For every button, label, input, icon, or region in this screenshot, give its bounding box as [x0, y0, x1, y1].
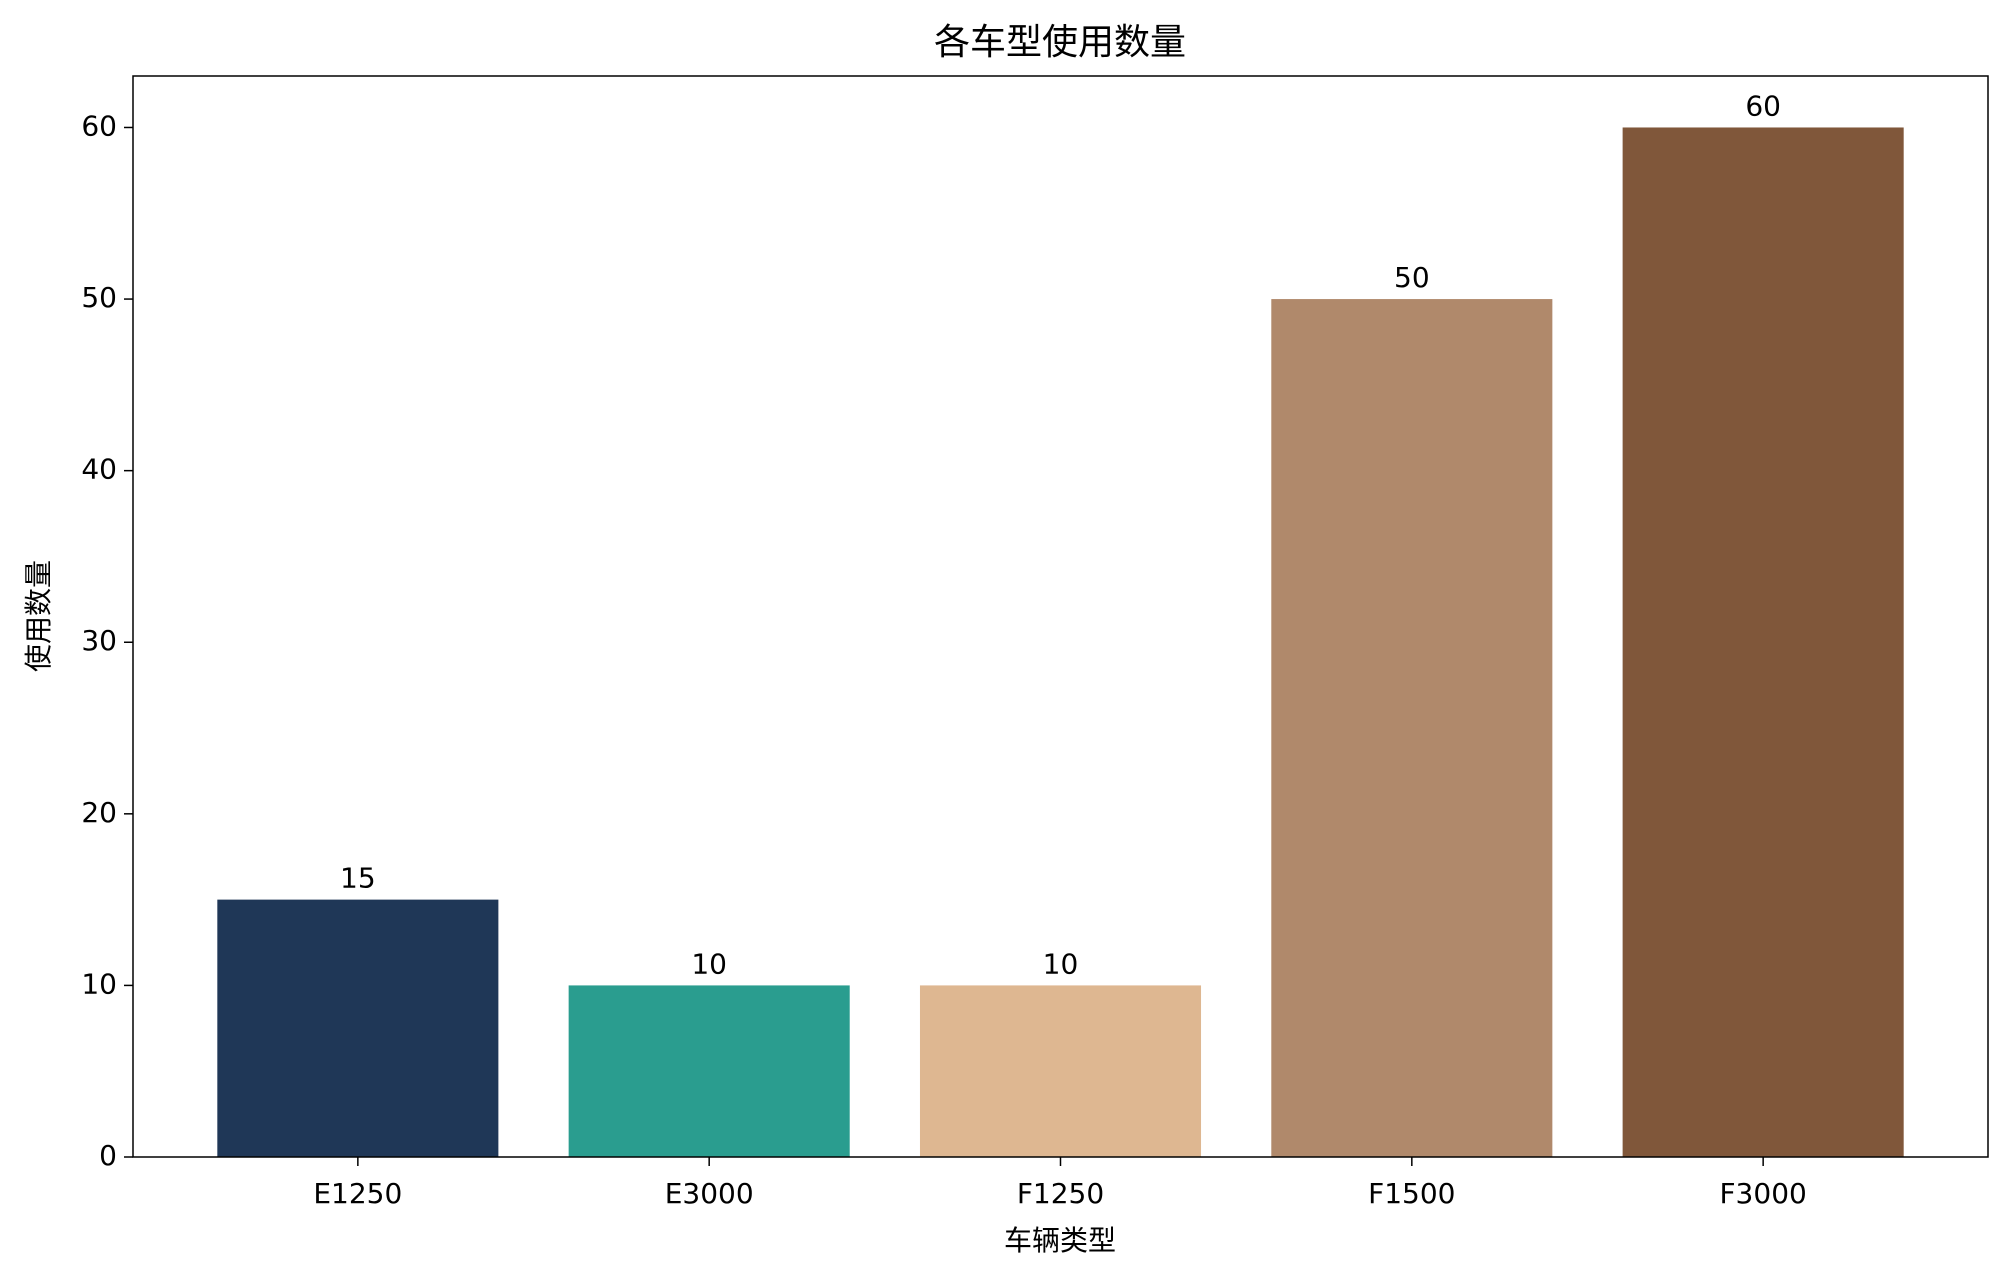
bar: [568, 985, 850, 1157]
data-label: 60: [1745, 89, 1781, 122]
x-tick-label: F3000: [1719, 1177, 1806, 1210]
bar: [919, 985, 1202, 1157]
data-label: 10: [691, 947, 727, 980]
x-tick-label: E3000: [665, 1177, 754, 1210]
y-axis-label: 使用数量: [22, 560, 55, 672]
y-tick-label: 50: [81, 281, 117, 314]
y-tick-label: 20: [81, 796, 117, 829]
y-tick-label: 0: [99, 1139, 117, 1172]
bar: [1271, 299, 1553, 1158]
bar: [217, 899, 499, 1157]
x-tick-label: F1250: [1017, 1177, 1104, 1210]
x-tick-label: E1250: [313, 1177, 402, 1210]
data-label: 10: [1043, 947, 1079, 980]
data-label: 15: [340, 862, 376, 895]
y-tick-label: 60: [81, 109, 117, 142]
chart-title: 各车型使用数量: [934, 22, 1186, 63]
y-tick-label: 30: [81, 624, 117, 657]
x-tick-label: F1500: [1368, 1177, 1455, 1210]
y-tick-label: 10: [81, 967, 117, 1000]
data-label: 50: [1394, 261, 1430, 294]
x-axis-label: 车辆类型: [1004, 1224, 1116, 1257]
plot-frame: [132, 75, 1989, 1158]
bar: [1622, 127, 1904, 1157]
y-tick-label: 40: [81, 453, 117, 486]
